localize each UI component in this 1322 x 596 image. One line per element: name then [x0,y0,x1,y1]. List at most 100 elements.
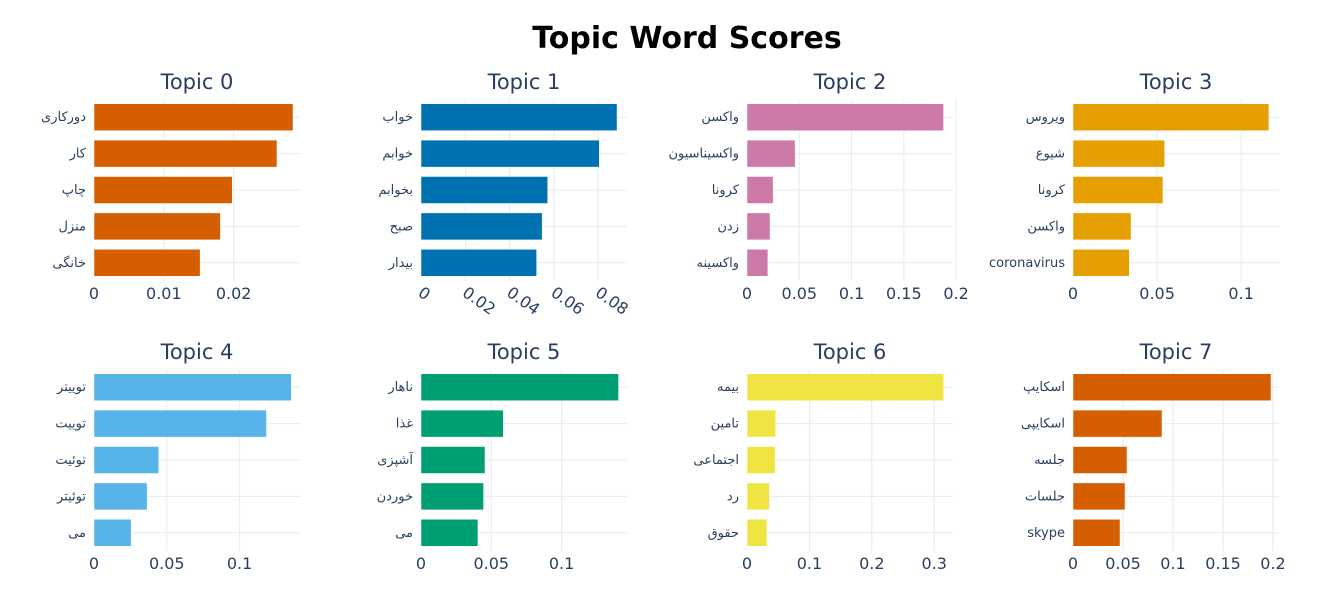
bar [1072,373,1272,401]
word-label: توییت [55,417,86,432]
bar [746,212,771,241]
panel-topic-5: Topic 5 ناهار غذا آشپزی خوردن می0 0.05 0.1 [377,340,627,573]
bar [746,103,944,131]
word-label: خوابم [382,147,413,162]
panel-topic-4: Topic 4 توییتر توییت توئیت توئیتر می0 0.05 0.1 [55,340,300,573]
bar [746,409,776,438]
x-tick-label: 0.08 [592,283,632,319]
word-label: کرونا [712,183,740,198]
word-label: رد [727,489,739,504]
bar [420,373,619,401]
x-tick-label: 0.1 [227,554,252,573]
bar [93,446,160,474]
x-tick-label: 0.15 [1205,554,1241,573]
panel-title: Topic 0 [160,70,234,94]
bar [746,139,796,168]
word-label: واکسیناسیون [668,147,739,162]
x-tick-label: 0.1 [549,554,574,573]
x-tick-label: 0.05 [781,284,817,303]
word-label: بخوابم [378,183,413,198]
x-tick-label: 0.02 [459,283,499,319]
word-label: صبح [390,219,413,234]
bar [746,249,769,277]
bar [1072,446,1128,474]
x-tick-label: 0 [742,284,752,303]
bar [93,212,221,241]
word-label: حقوق [708,526,739,541]
panel-title: Topic 1 [487,70,561,94]
bar [93,103,294,131]
panel-title: Topic 3 [1139,70,1213,94]
word-label: دورکاری [41,110,86,125]
word-label: خوردن [377,489,413,504]
word-label: می [68,526,86,541]
bar [1072,409,1163,438]
bar [93,373,292,401]
word-label: بیدار [388,256,413,271]
chart-title: Topic Word Scores [532,21,841,56]
x-tick-label: 0 [416,554,426,573]
bar [420,176,548,204]
word-label: غذا [396,417,413,432]
bar [1072,249,1130,277]
x-tick-label: 0.1 [839,284,864,303]
bar [1072,519,1121,547]
x-tick-label: 0.1 [1228,284,1253,303]
word-label: کرونا [1038,183,1066,198]
word-label: واکسینه [697,256,740,271]
x-tick-label: 0.1 [797,554,822,573]
word-label: جلسه [1034,453,1065,468]
x-tick-label: 0.2 [1260,554,1285,573]
bar [420,249,537,277]
bar [93,482,148,511]
bar [93,249,201,277]
word-label: جلسات [1025,489,1065,504]
x-tick-label: 0.2 [943,284,968,303]
word-label: شیوع [1036,147,1065,162]
x-tick-label: 0.1 [1160,554,1185,573]
bar [93,409,267,438]
x-tick-label: 0 [415,283,434,304]
word-label: ویروس [1026,110,1065,125]
bar [746,373,944,401]
bar [420,482,484,511]
bar [420,409,504,438]
panel-title: Topic 2 [813,70,887,94]
bar [1072,139,1165,168]
word-label: چاپ [62,183,86,198]
panel-title: Topic 6 [813,340,887,364]
word-label: می [395,526,413,541]
bar [93,519,132,547]
x-tick-label: 0 [742,554,752,573]
bar [93,176,233,204]
word-label: اسکایپ [1023,380,1065,395]
x-tick-label: 0.3 [922,554,947,573]
word-label: skype [1027,526,1065,541]
x-tick-label: 0.05 [149,554,185,573]
bar [1072,103,1270,131]
bar [93,139,278,168]
word-label: منزل [58,219,86,234]
bar [746,519,768,547]
word-label: خواب [382,110,413,125]
x-tick-label: 0.02 [216,284,252,303]
bar [746,446,776,474]
x-tick-label: 0.05 [1139,284,1175,303]
word-label: ناهار [387,380,413,395]
x-tick-label: 0 [89,554,99,573]
x-tick-label: 0.2 [859,554,884,573]
word-label: توئیتر [56,489,86,504]
bar [420,212,543,241]
word-label: توئیت [55,453,86,468]
bar [420,139,600,168]
panel-title: Topic 5 [487,340,561,364]
bar [1072,482,1126,511]
word-label: توییتر [56,380,86,395]
